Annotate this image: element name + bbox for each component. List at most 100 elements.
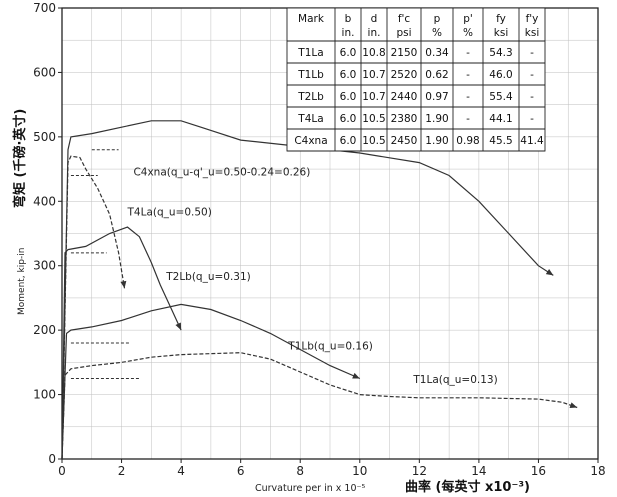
table-cell: - — [466, 69, 470, 81]
table-cell: 0.34 — [425, 47, 449, 59]
x-tick-label: 2 — [118, 464, 126, 478]
ticks: 0 2 4 6 8 10 12 14 16 18 0 100 200 300 400 500 600 700 — [33, 1, 606, 478]
table-header: b — [345, 13, 352, 25]
table-header: fy — [496, 13, 506, 25]
table-cell: T1La — [297, 47, 323, 59]
table-cell: 6.0 — [340, 91, 357, 103]
table-cell: C4xna — [294, 135, 327, 147]
y-tick-label: 0 — [48, 452, 56, 466]
table-background — [287, 8, 545, 151]
table-unit: % — [463, 27, 473, 39]
series-line — [61, 226, 182, 460]
table-cell: 0.97 — [425, 91, 448, 103]
series-label: T2Lb(q_u=0.31) — [165, 271, 251, 283]
series-arrow — [175, 322, 182, 331]
table-cell: 10.7 — [362, 69, 385, 81]
series — [61, 120, 578, 460]
table-cell: 54.3 — [489, 47, 512, 59]
table-unit: ksi — [494, 27, 508, 39]
x-tick-label: 10 — [352, 464, 367, 478]
table-cell: 2380 — [391, 113, 418, 125]
series-arrow — [352, 372, 360, 379]
series-label: C4xna(q_u-q'_u=0.50-0.24=0.26) — [133, 167, 310, 179]
table-cell: 0.62 — [425, 69, 448, 81]
table-cell: 41.4 — [520, 135, 544, 147]
table-cell: 10.5 — [362, 135, 385, 147]
parameter-table: Mark b in. d in. f'c psi p% p'% fy ksi f'y ksi T1La 6.… — [286, 7, 546, 152]
series-arrow — [545, 269, 554, 276]
x-tick-label: 4 — [177, 464, 185, 478]
series-arrow — [569, 402, 578, 409]
table-cell: 6.0 — [340, 113, 357, 125]
table-cell: - — [530, 47, 534, 59]
x-tick-label: 18 — [590, 464, 605, 478]
table-cell: 0.98 — [456, 135, 479, 147]
table-cell: 10.7 — [362, 91, 385, 103]
table-unit: psi — [396, 27, 411, 39]
table-cell: 44.1 — [489, 113, 512, 125]
table-header: f'y — [526, 13, 539, 25]
table-cell: - — [530, 113, 534, 125]
table-unit: % — [432, 27, 442, 39]
y-tick-label: 200 — [33, 323, 56, 337]
table-cell: 1.90 — [425, 135, 448, 147]
table-header: p' — [463, 13, 473, 25]
table-unit: in. — [342, 27, 355, 39]
y-tick-label: 100 — [33, 388, 56, 402]
table-cell: 6.0 — [340, 69, 357, 81]
x-axis-label: Curvature per in x 10⁻⁵ — [255, 483, 366, 494]
table-cell: - — [466, 91, 470, 103]
table-cell: 1.90 — [425, 113, 448, 125]
table-cell: - — [530, 91, 534, 103]
series-label: T1Lb(q_u=0.16) — [287, 340, 373, 352]
y-axis-label: Moment, kip-in — [17, 248, 27, 315]
x-tick-label: 12 — [412, 464, 427, 478]
table-cell: 2150 — [391, 47, 418, 59]
table-cell: 55.4 — [489, 91, 513, 103]
y-tick-label: 700 — [33, 1, 56, 15]
series-label: T4La(q_u=0.50) — [127, 206, 212, 218]
x-tick-label: 0 — [58, 464, 66, 478]
y-axis-label-cn: 弯矩 (千磅·英寸) — [12, 109, 28, 208]
table-cell: 6.0 — [340, 47, 357, 59]
annotations: C4xna(q_u-q'_u=0.50-0.24=0.26) T4La(q_u=0… — [70, 149, 498, 386]
x-tick-label: 8 — [296, 464, 304, 478]
table-cell: 2450 — [391, 135, 418, 147]
series-arrow — [120, 280, 127, 289]
table-cell: 10.8 — [362, 47, 385, 59]
table-cell: T4La — [297, 113, 323, 125]
y-tick-label: 300 — [33, 259, 56, 273]
table-border — [286, 7, 546, 152]
x-tick-label: 16 — [531, 464, 546, 478]
table-header: d — [371, 13, 378, 25]
table-cell: - — [530, 69, 534, 81]
table-header: f'c — [398, 13, 411, 25]
series-line — [61, 352, 578, 460]
table-header: p — [434, 13, 441, 25]
y-tick-label: 600 — [33, 65, 56, 79]
table-header: Mark — [298, 13, 325, 25]
table-cell: 46.0 — [489, 69, 512, 81]
series-line — [61, 120, 554, 460]
table-cell: - — [466, 113, 470, 125]
series-line — [61, 155, 126, 460]
table-cell: 6.0 — [340, 135, 357, 147]
x-tick-label: 6 — [237, 464, 245, 478]
table-cell: 45.5 — [489, 135, 512, 147]
y-tick-label: 400 — [33, 194, 56, 208]
table-cell: 10.5 — [362, 113, 385, 125]
x-axis-label-cn: 曲率 (每英寸 x10⁻³) — [405, 479, 530, 495]
table-cell: 2440 — [391, 91, 418, 103]
table-unit: in. — [368, 27, 381, 39]
table-cell: T2Lb — [297, 91, 324, 103]
table-unit: ksi — [525, 27, 539, 39]
table-cell: 2520 — [391, 69, 418, 81]
y-tick-label: 500 — [33, 130, 56, 144]
table-cell: - — [466, 47, 470, 59]
series-line — [61, 303, 361, 460]
table-cell: T1Lb — [297, 69, 324, 81]
series-label: T1La(q_u=0.13) — [412, 374, 497, 386]
x-tick-label: 14 — [471, 464, 486, 478]
